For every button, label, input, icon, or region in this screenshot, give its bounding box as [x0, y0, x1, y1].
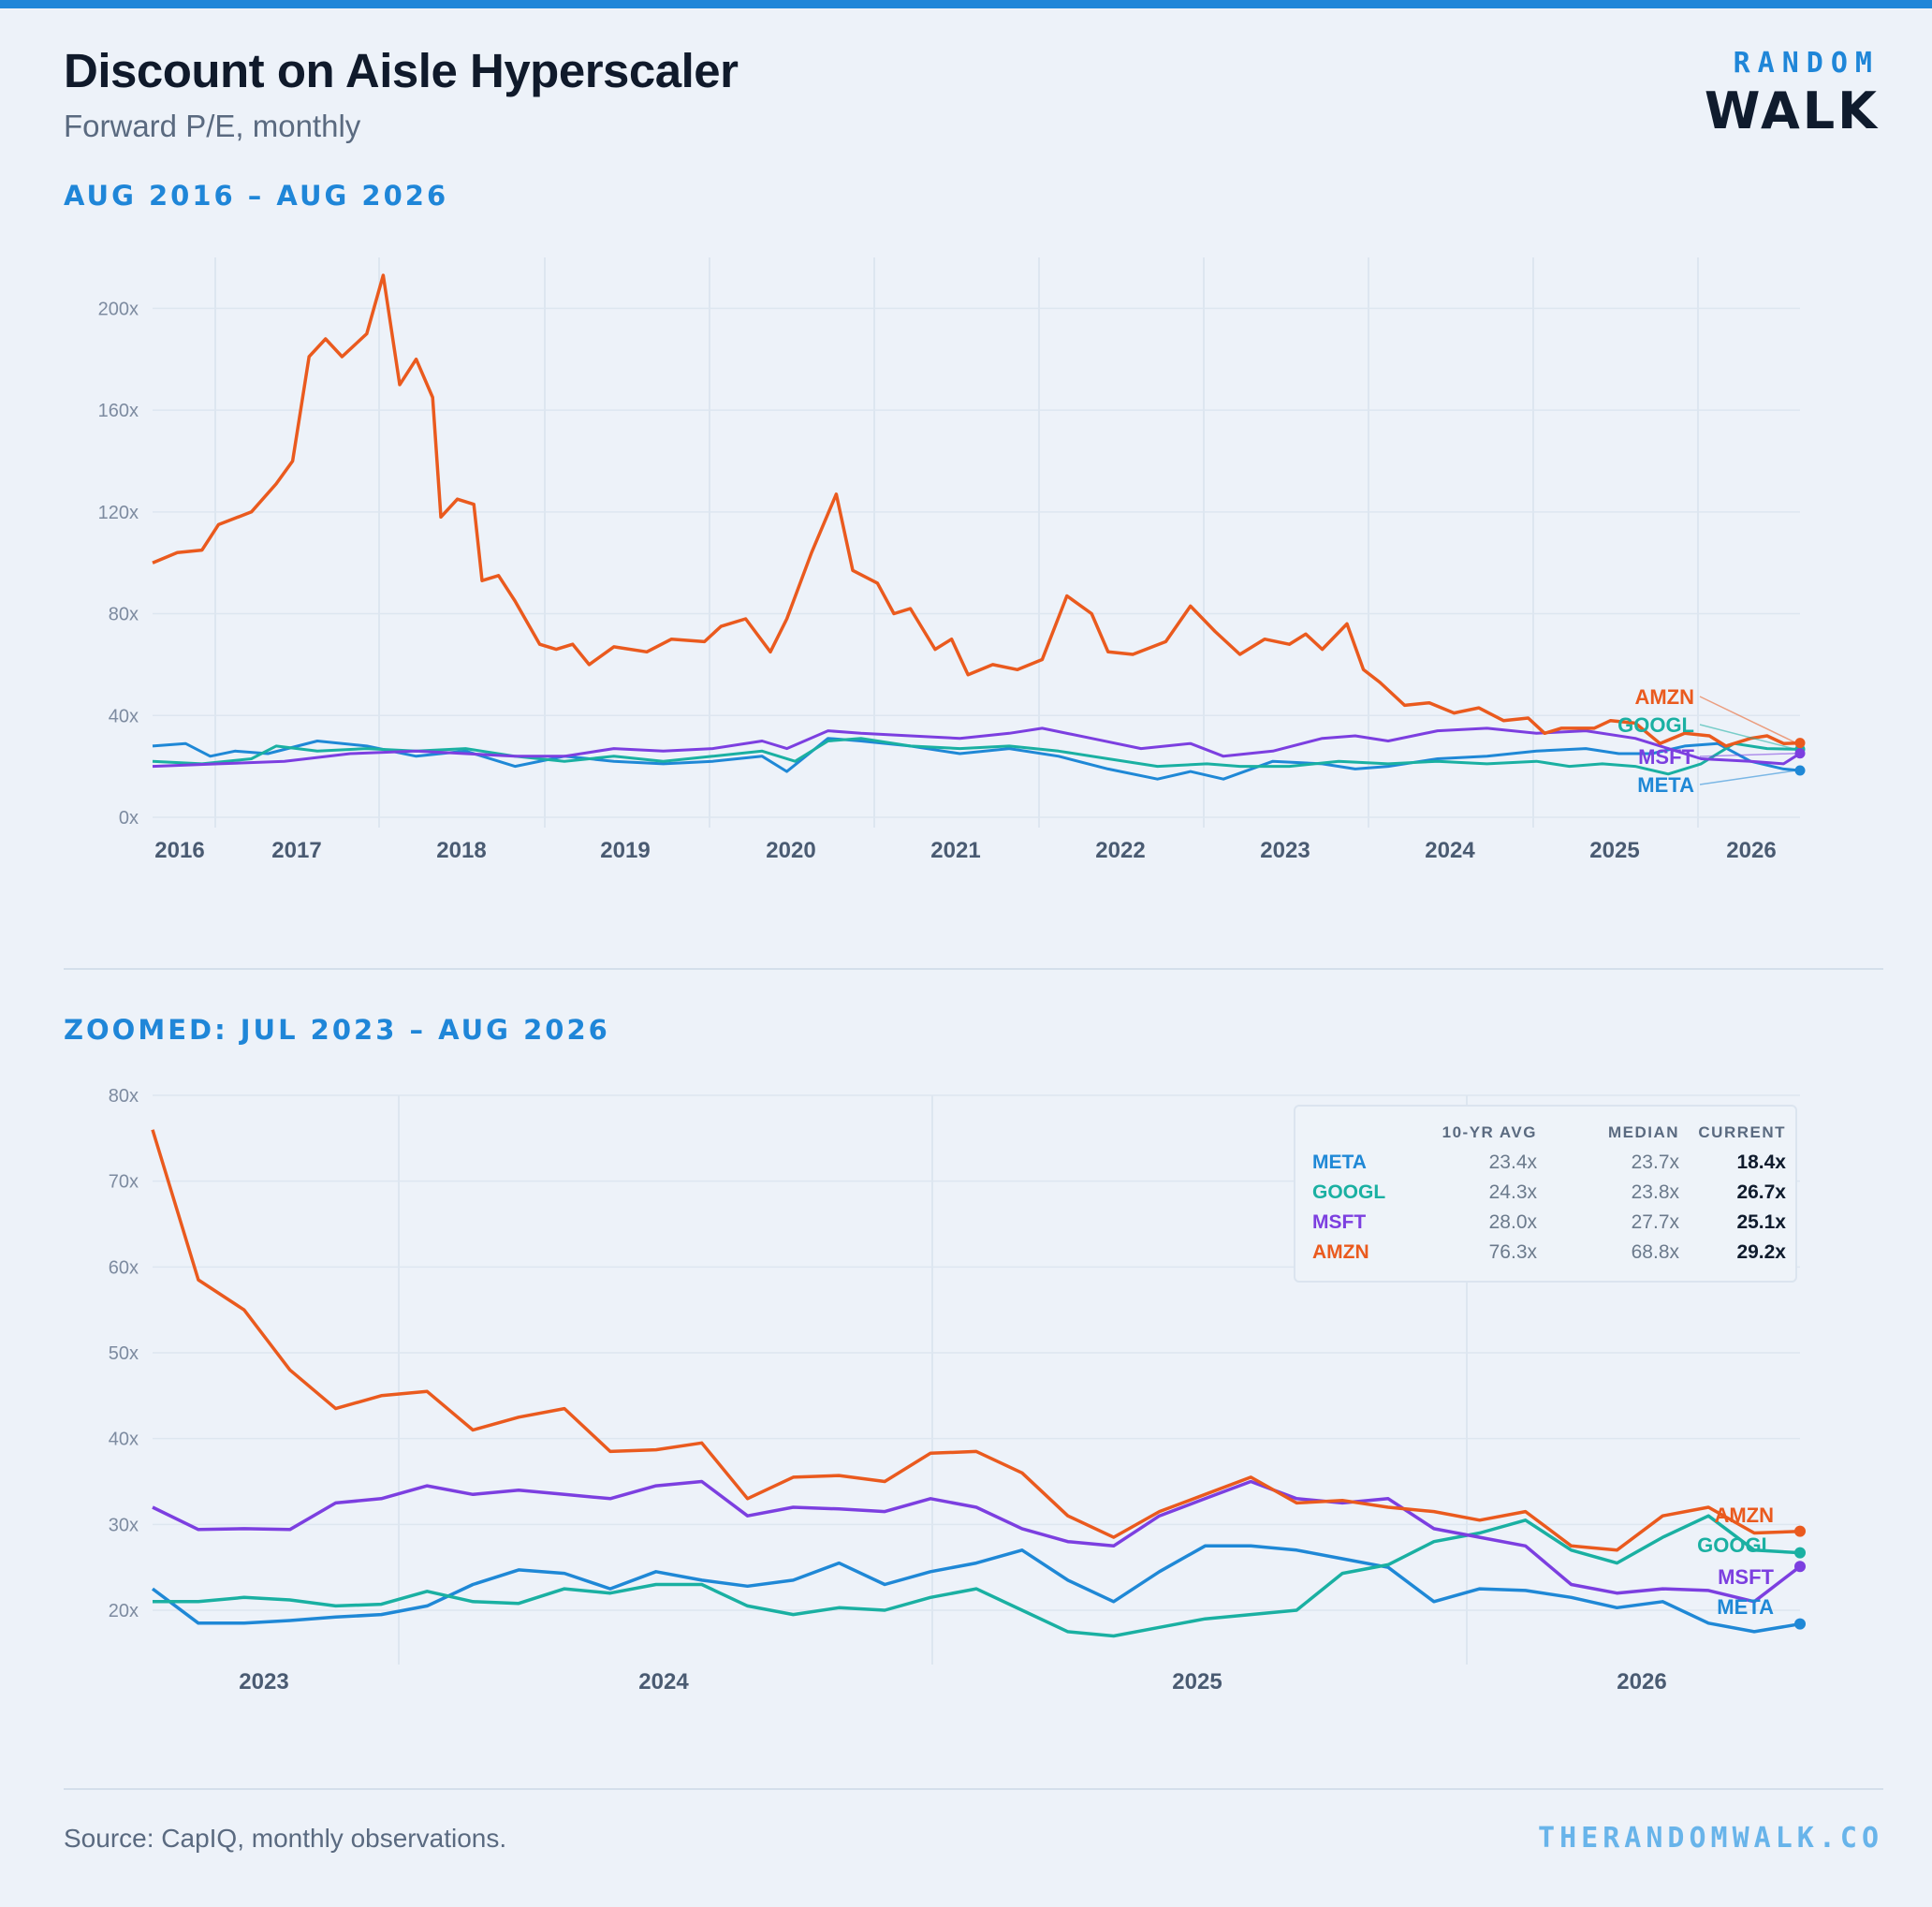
y-tick-label: 120x — [98, 503, 139, 523]
x-tick-label: 2023 — [239, 1669, 288, 1694]
series-line-googl — [152, 737, 1801, 776]
end-dot-googl — [1794, 1547, 1806, 1559]
section-divider — [64, 968, 1883, 970]
stats-current: 25.1x — [1736, 1211, 1786, 1233]
x-tick-label: 2022 — [1095, 838, 1145, 863]
stats-ticker: MSFT — [1312, 1211, 1367, 1233]
y-tick-label: 70x — [109, 1172, 139, 1193]
label-leader-line — [1699, 753, 1797, 757]
stats-median: 23.7x — [1631, 1152, 1679, 1173]
x-tick-label: 2026 — [1617, 1669, 1666, 1694]
x-tick-label: 2020 — [766, 838, 815, 863]
stats-table-panel: 10-YR AVG MEDIAN CURRENT META 23.4x 23.7… — [1294, 1105, 1797, 1283]
stats-ticker: GOOGL — [1312, 1181, 1386, 1203]
stats-median: 23.8x — [1631, 1181, 1679, 1203]
stats-current: 29.2x — [1736, 1241, 1786, 1263]
y-tick-label: 80x — [109, 1086, 139, 1107]
end-dot-meta — [1794, 765, 1806, 776]
stats-avg: 23.4x — [1488, 1152, 1537, 1173]
x-tick-label: 2018 — [436, 838, 486, 863]
stats-table: 10-YR AVG MEDIAN CURRENT META 23.4x 23.7… — [1312, 1120, 1786, 1268]
stats-row-msft: MSFT 28.0x 27.7x 25.1x — [1312, 1208, 1786, 1238]
stats-header-ticker — [1312, 1120, 1415, 1148]
series-label: META — [1717, 1595, 1774, 1619]
logo-top-text: RANDOM — [1733, 47, 1880, 80]
series-line-meta — [151, 1544, 1801, 1634]
y-tick-label: 80x — [109, 605, 139, 625]
y-tick-label: 50x — [109, 1343, 139, 1364]
zoomed-range-label: ZOOMED: JUL 2023 – AUG 2026 — [64, 1014, 610, 1046]
series-label: META — [1637, 773, 1694, 797]
x-tick-label: 2021 — [930, 838, 980, 863]
x-tick-label: 2017 — [271, 838, 321, 863]
stats-median: 27.7x — [1631, 1211, 1679, 1233]
series-line-googl — [153, 1514, 1801, 1638]
brand-logo: RANDOM WALK — [1705, 47, 1880, 140]
end-dot-msft — [1794, 748, 1806, 759]
series-label: AMZN — [1634, 685, 1694, 709]
stats-header-median: MEDIAN — [1607, 1123, 1679, 1141]
end-dot-amzn — [1794, 738, 1806, 749]
end-dot-msft — [1794, 1561, 1806, 1573]
stats-ticker: META — [1312, 1152, 1367, 1173]
logo-bottom-text: WALK — [1704, 81, 1880, 140]
full-range-chart: 0x 40x 80x 120x 160x 200x 2016 2017 2018 2019 2020… — [98, 257, 1806, 863]
x-tick-label: 2024 — [1425, 838, 1475, 863]
series-label: MSFT — [1638, 745, 1694, 769]
y-tick-label: 20x — [109, 1601, 139, 1621]
x-tick-label: 2023 — [1260, 838, 1310, 863]
series-label: GOOGL — [1617, 713, 1694, 737]
stats-ticker: AMZN — [1312, 1241, 1369, 1263]
series-line-msft — [152, 1479, 1802, 1604]
series-label: AMZN — [1714, 1504, 1774, 1527]
top-accent-bar — [0, 0, 1932, 8]
y-tick-label: 40x — [109, 1430, 139, 1450]
footer-divider — [64, 1788, 1883, 1790]
stats-row-amzn: AMZN 76.3x 68.8x 29.2x — [1312, 1238, 1786, 1268]
stats-row-googl: GOOGL 24.3x 23.8x 26.7x — [1312, 1178, 1786, 1208]
stats-median: 68.8x — [1631, 1241, 1679, 1263]
series-label: GOOGL — [1697, 1533, 1774, 1557]
source-note: Source: CapIQ, monthly observations. — [64, 1824, 507, 1853]
stats-header-avg: 10-YR AVG — [1442, 1123, 1537, 1141]
series-line-meta — [152, 737, 1801, 781]
stats-header-current: CURRENT — [1698, 1123, 1786, 1141]
stats-current: 26.7x — [1736, 1181, 1786, 1203]
y-tick-label: 60x — [109, 1257, 139, 1278]
x-tick-label: 2025 — [1589, 838, 1639, 863]
stats-avg: 76.3x — [1488, 1241, 1537, 1263]
label-leader-line — [1699, 724, 1797, 751]
y-tick-label: 30x — [109, 1515, 139, 1535]
x-tick-label: 2024 — [638, 1669, 689, 1694]
stats-avg: 28.0x — [1488, 1211, 1537, 1233]
y-tick-label: 0x — [119, 808, 139, 829]
chart-title: Discount on Aisle Hyperscaler — [64, 44, 739, 97]
stats-current: 18.4x — [1736, 1152, 1786, 1173]
y-tick-label: 160x — [98, 401, 139, 421]
series-line-msft — [152, 726, 1801, 769]
chart-subtitle: Forward P/E, monthly — [64, 109, 361, 143]
end-dot-meta — [1794, 1618, 1806, 1630]
x-tick-label: 2025 — [1172, 1669, 1222, 1694]
end-dot-amzn — [1794, 1525, 1806, 1537]
series-label: MSFT — [1718, 1565, 1774, 1589]
series-line-amzn — [152, 273, 1801, 748]
label-leader-line — [1699, 696, 1797, 744]
site-link: THERANDOMWALK.CO — [1538, 1822, 1883, 1855]
stats-avg: 24.3x — [1488, 1181, 1537, 1203]
label-leader-line — [1699, 770, 1797, 785]
x-tick-label: 2019 — [600, 838, 650, 863]
x-tick-label: 2016 — [154, 838, 204, 863]
y-tick-label: 40x — [109, 706, 139, 726]
stats-row-meta: META 23.4x 23.7x 18.4x — [1312, 1148, 1786, 1178]
series-line-amzn — [151, 1129, 1801, 1552]
y-tick-label: 200x — [98, 299, 139, 319]
full-range-label: AUG 2016 – AUG 2026 — [64, 180, 449, 212]
x-tick-label: 2026 — [1726, 838, 1776, 863]
